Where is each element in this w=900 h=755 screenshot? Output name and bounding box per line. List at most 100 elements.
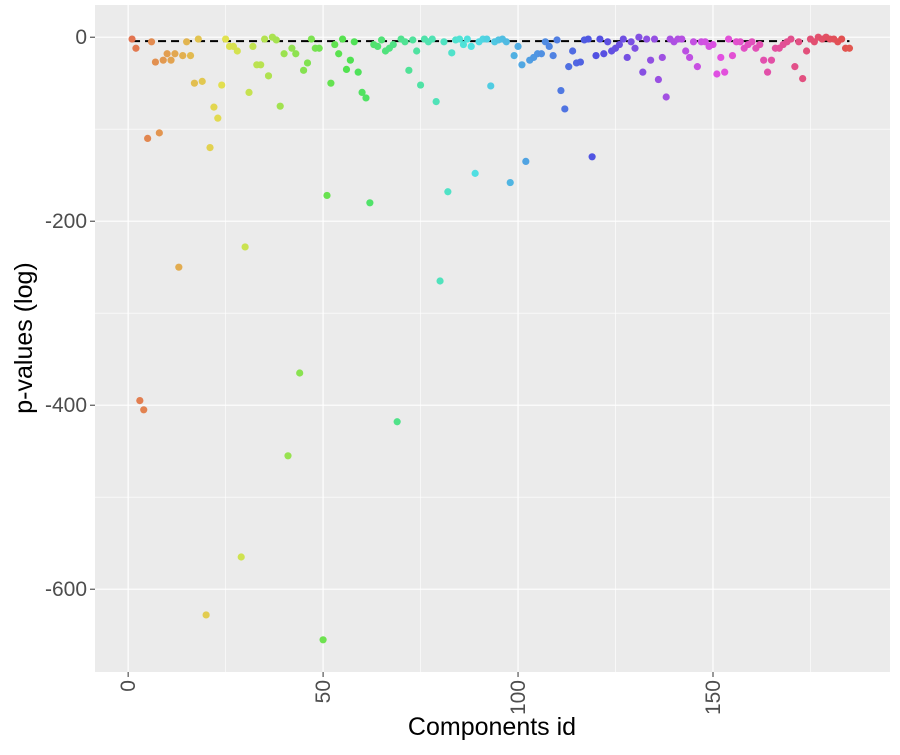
point <box>448 49 456 57</box>
point <box>643 35 651 43</box>
point <box>206 144 214 152</box>
point <box>604 38 612 46</box>
point <box>748 38 756 46</box>
y-axis-title: p-values (log) <box>10 262 38 413</box>
point <box>662 93 670 101</box>
point <box>147 38 156 46</box>
point <box>171 50 179 58</box>
point <box>338 35 347 43</box>
point <box>799 75 807 83</box>
point <box>518 61 526 69</box>
y-tick-label: -600 <box>45 578 87 601</box>
point <box>315 44 323 52</box>
point <box>358 88 366 96</box>
point <box>374 42 382 51</box>
point <box>678 35 686 43</box>
point <box>175 263 183 271</box>
y-tick-label: -200 <box>45 210 87 233</box>
point <box>654 75 663 84</box>
point <box>588 153 596 161</box>
point <box>159 56 167 64</box>
point <box>257 61 265 69</box>
point <box>389 40 397 49</box>
point <box>514 42 522 51</box>
point <box>471 169 479 177</box>
point <box>183 38 191 46</box>
point <box>584 35 592 43</box>
point <box>455 35 464 43</box>
point <box>132 44 140 52</box>
point <box>802 47 811 55</box>
point <box>186 52 195 60</box>
point <box>241 243 249 251</box>
point <box>510 52 518 60</box>
point <box>506 178 514 187</box>
point <box>319 636 327 644</box>
point <box>728 52 737 60</box>
point <box>717 53 725 62</box>
point <box>709 40 717 49</box>
point <box>693 63 701 71</box>
point <box>284 452 292 460</box>
point <box>736 38 744 46</box>
point <box>549 52 557 60</box>
point <box>323 191 331 200</box>
point <box>467 42 475 51</box>
point <box>639 68 647 76</box>
point <box>214 114 222 122</box>
point <box>592 52 600 60</box>
point <box>303 59 312 67</box>
point <box>650 35 659 43</box>
point <box>537 50 546 58</box>
point <box>237 553 245 561</box>
point <box>210 103 218 111</box>
point <box>307 35 315 43</box>
point <box>218 81 226 89</box>
point <box>576 58 585 66</box>
point <box>791 63 799 71</box>
point <box>362 94 370 102</box>
point <box>795 38 803 46</box>
point <box>685 53 694 62</box>
x-tick-label: 50 <box>312 680 335 703</box>
point <box>553 36 561 44</box>
point <box>261 35 269 43</box>
point <box>280 50 288 58</box>
point <box>179 52 187 60</box>
panel <box>95 5 890 672</box>
point <box>767 56 776 64</box>
x-tick-label: 0 <box>117 680 140 692</box>
point <box>190 79 199 87</box>
point <box>202 611 210 619</box>
x-tick-label: 100 <box>507 680 530 715</box>
point <box>444 188 452 196</box>
y-tick-label: -400 <box>45 394 87 417</box>
point <box>760 56 768 64</box>
point <box>194 35 202 43</box>
point <box>155 129 163 137</box>
point <box>635 33 643 41</box>
point <box>440 38 448 46</box>
point <box>233 47 241 55</box>
point <box>596 35 604 43</box>
point <box>487 82 495 90</box>
point <box>713 70 721 78</box>
point <box>136 397 144 405</box>
point <box>128 35 136 43</box>
point <box>413 47 421 55</box>
point <box>647 56 655 64</box>
point <box>682 47 690 55</box>
point <box>249 42 257 51</box>
point <box>522 157 530 165</box>
point <box>292 50 300 58</box>
point <box>167 56 175 64</box>
point <box>432 98 440 106</box>
point <box>615 40 624 49</box>
point <box>600 50 608 58</box>
point <box>428 35 436 43</box>
point <box>627 38 635 46</box>
point <box>787 35 795 43</box>
point <box>409 36 417 44</box>
point <box>327 79 335 87</box>
